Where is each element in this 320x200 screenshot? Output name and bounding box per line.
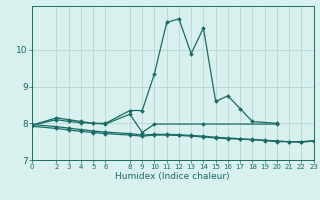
X-axis label: Humidex (Indice chaleur): Humidex (Indice chaleur) — [116, 172, 230, 181]
